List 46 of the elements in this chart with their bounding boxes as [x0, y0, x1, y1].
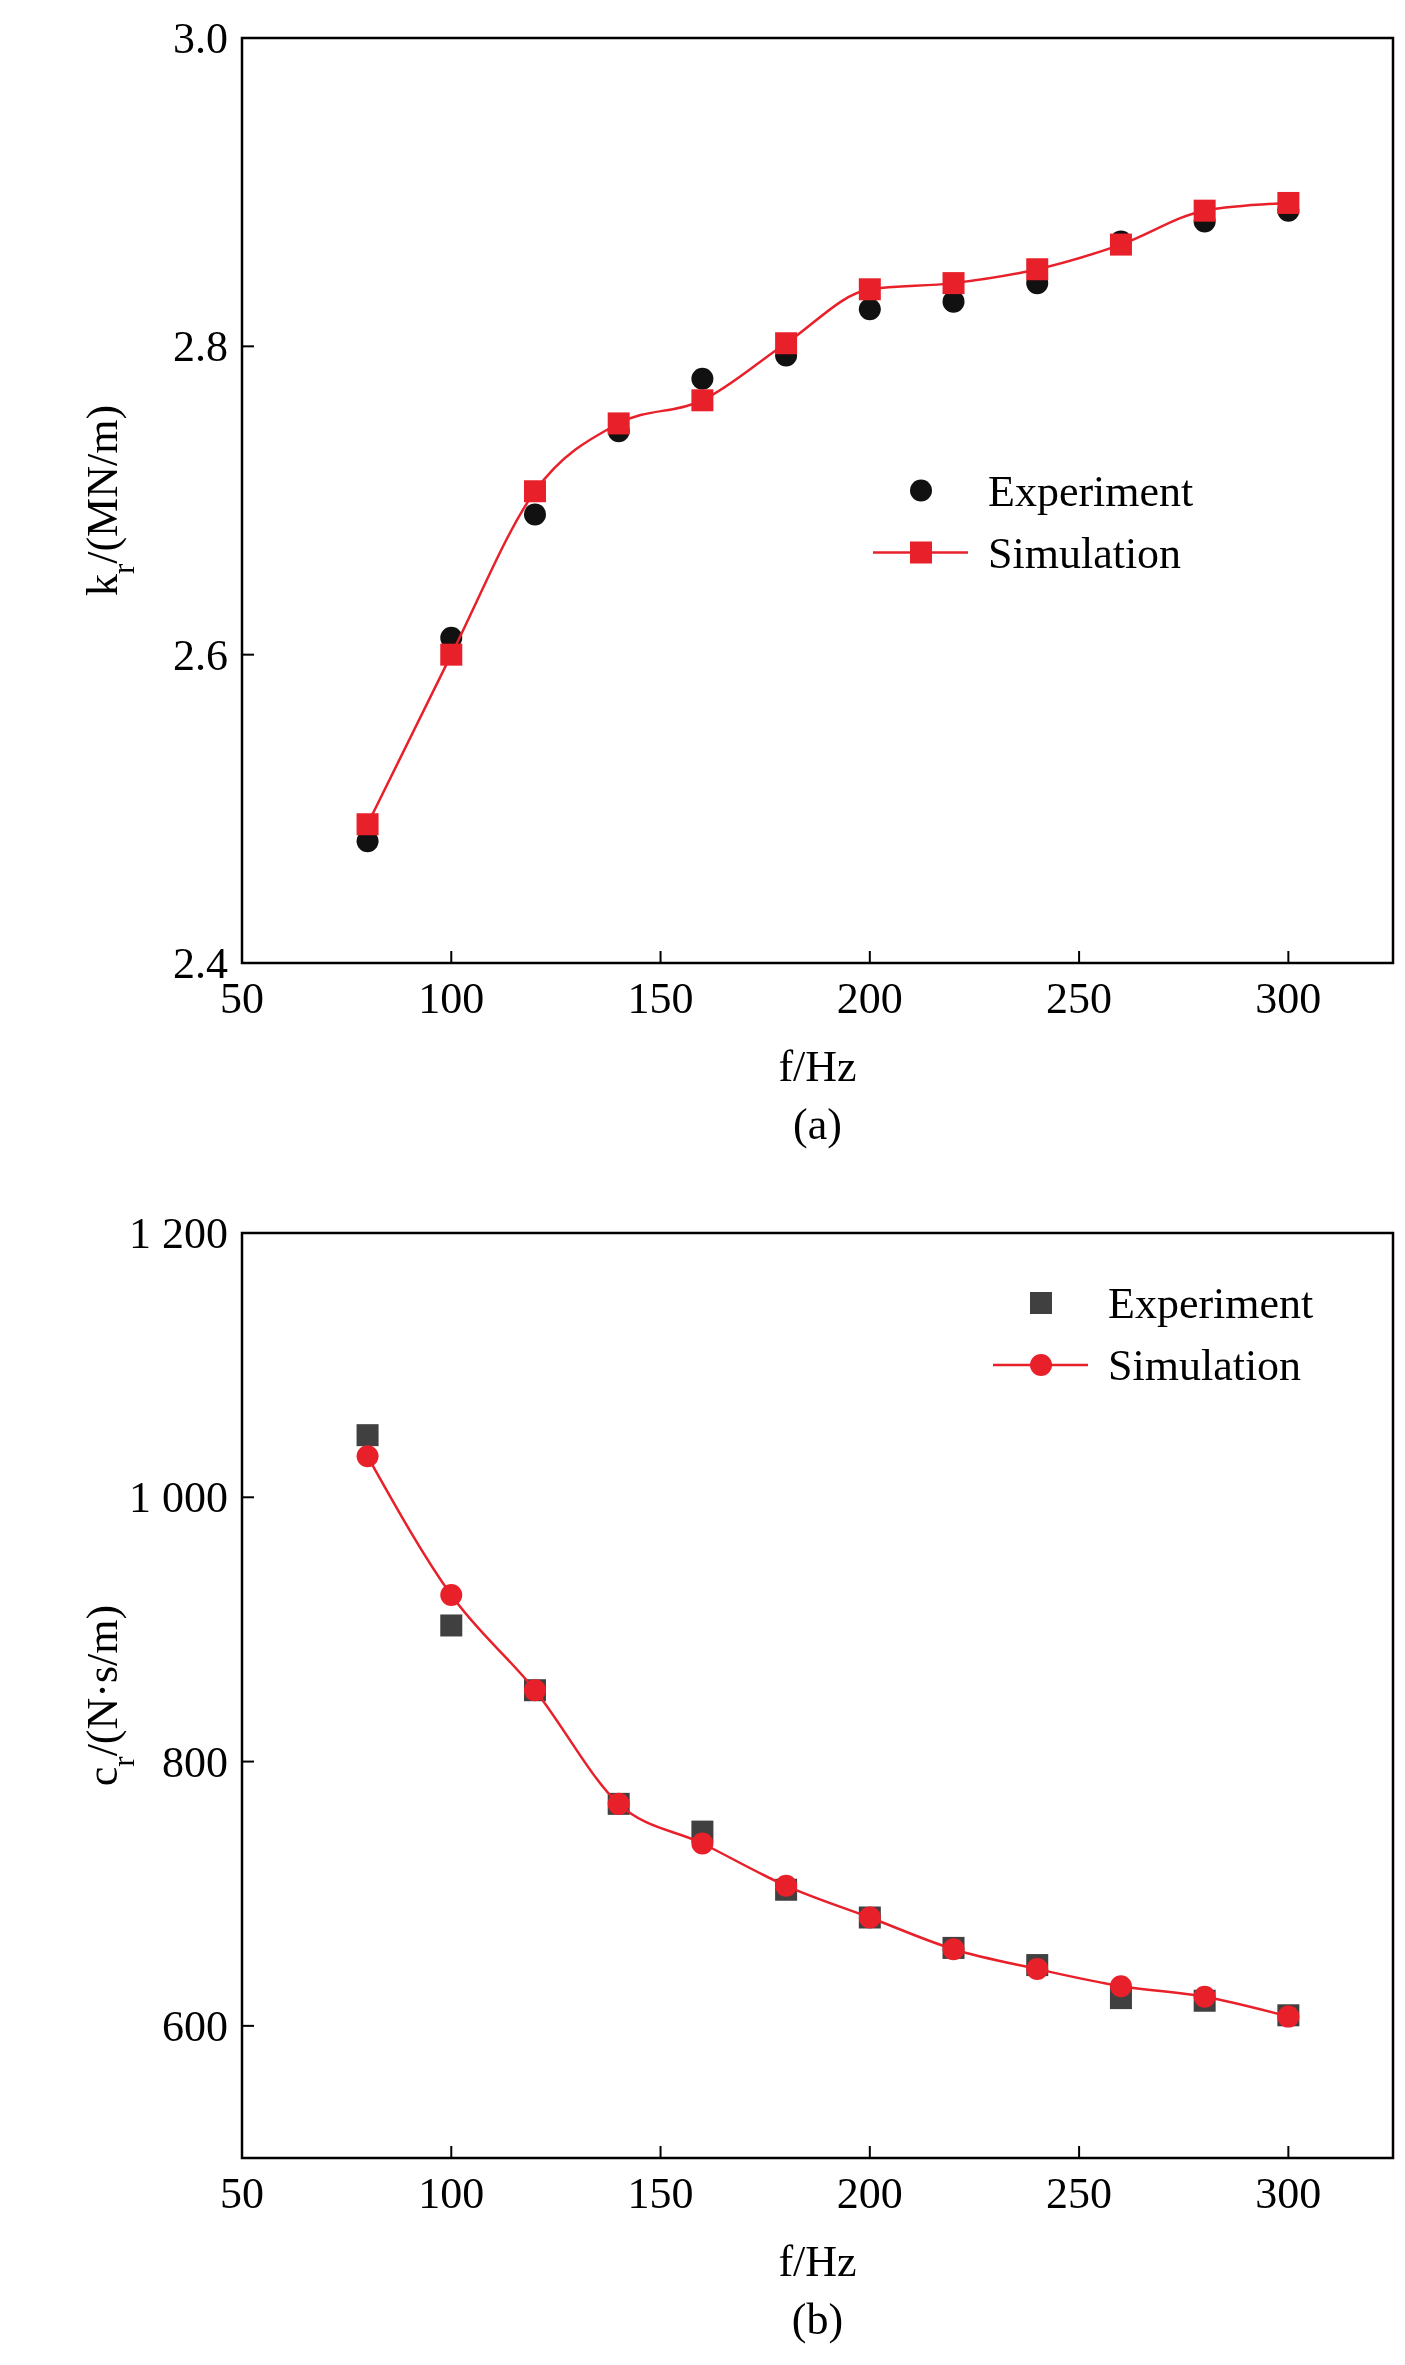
- legend-label: Simulation: [988, 528, 1182, 578]
- point: [523, 480, 546, 503]
- x-tick-label: 100: [418, 2169, 485, 2218]
- point: [691, 367, 714, 390]
- x-tick-label: 200: [836, 2169, 903, 2218]
- point: [691, 1832, 714, 1855]
- y-tick-label: 800: [162, 1737, 228, 1787]
- point: [691, 389, 714, 412]
- legend-label: Experiment: [988, 466, 1194, 516]
- y-tick-label: 2.8: [173, 322, 228, 372]
- point: [1277, 191, 1300, 214]
- point: [440, 1584, 463, 1607]
- point: [523, 503, 546, 526]
- x-axis-title: f/Hz: [778, 2237, 857, 2286]
- y-tick-label: 600: [162, 2001, 228, 2051]
- point: [607, 412, 630, 435]
- x-tick-label: 50: [220, 2169, 264, 2218]
- point: [1109, 1975, 1132, 1998]
- text: (a): [793, 1100, 842, 1149]
- point: [440, 643, 463, 666]
- x-tick-label: 300: [1255, 974, 1322, 1023]
- point: [1026, 258, 1049, 281]
- x-tick-label: 300: [1255, 2169, 1322, 2218]
- point: [356, 813, 379, 836]
- point: [440, 1614, 463, 1637]
- x-tick-label: 250: [1046, 974, 1113, 1023]
- x-tick-label: 150: [627, 974, 694, 1023]
- y-tick-label: 1 200: [129, 1209, 228, 1258]
- point: [858, 298, 881, 321]
- y-tick-label: 2.6: [173, 630, 228, 680]
- point: [858, 278, 881, 301]
- point: [356, 1445, 379, 1468]
- point: [356, 1424, 379, 1447]
- point: [942, 272, 965, 295]
- x-tick-label: 250: [1046, 2169, 1113, 2218]
- legend-label: Experiment: [1108, 1279, 1314, 1328]
- x-axis-title: f/Hz: [778, 1042, 857, 1091]
- x-tick-label: 150: [627, 2169, 694, 2218]
- x-tick-label: 200: [836, 974, 903, 1023]
- text: (b): [791, 2295, 844, 2344]
- point: [775, 332, 798, 355]
- y-tick-label: 1 000: [129, 1473, 228, 1523]
- x-tick-label: 100: [418, 974, 485, 1023]
- legend-label: Simulation: [1108, 1341, 1302, 1390]
- y-tick-label: 3.0: [173, 14, 228, 63]
- point: [1193, 199, 1216, 222]
